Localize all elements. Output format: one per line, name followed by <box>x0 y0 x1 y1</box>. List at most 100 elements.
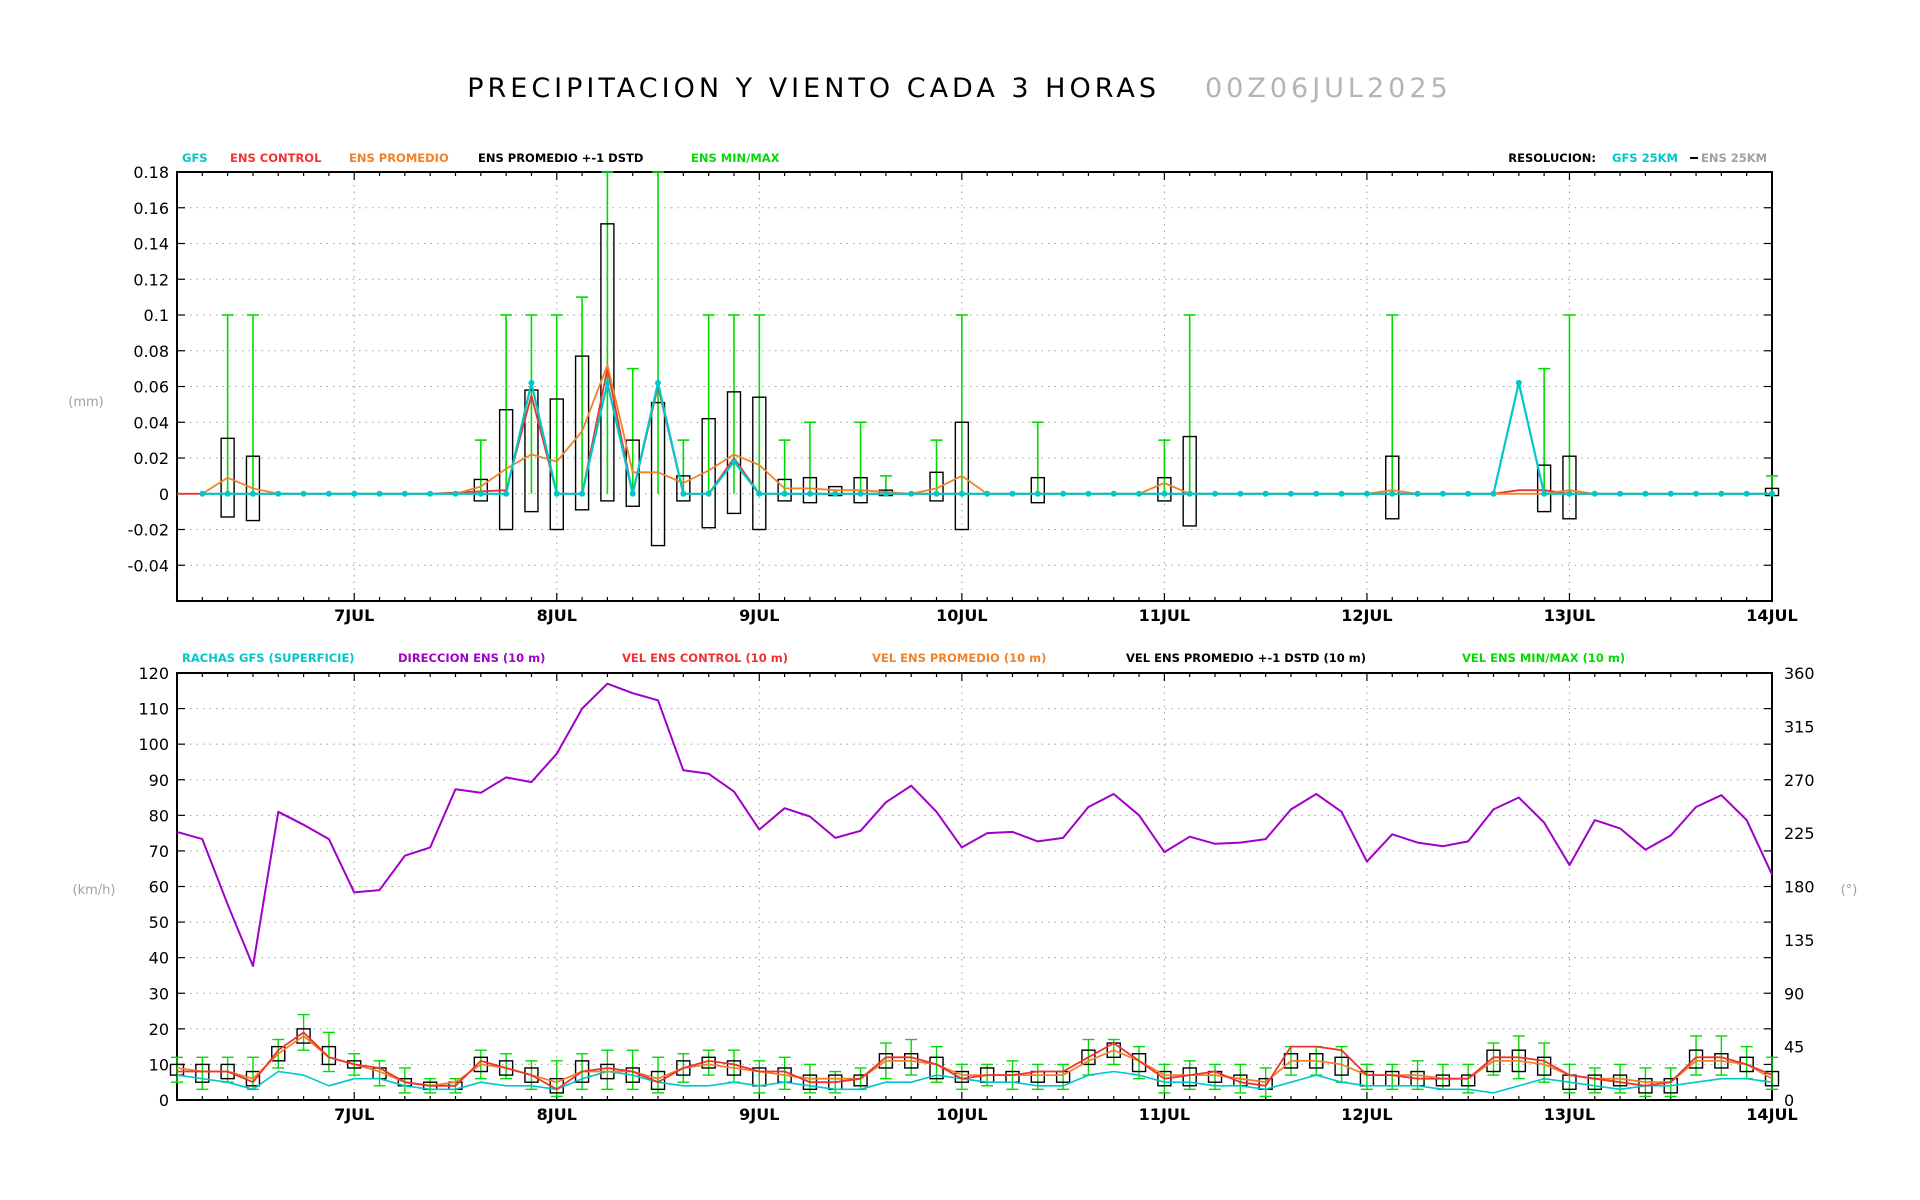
x-tick-label: 7JUL <box>334 1105 374 1124</box>
wind-dstd-box <box>1435 1074 1451 1087</box>
vel-control-line <box>177 1031 1773 1091</box>
gfs-point <box>1034 490 1041 497</box>
gfs-point <box>680 490 687 497</box>
gfs-point <box>1110 490 1117 497</box>
y-tick-label: 0.1 <box>144 306 169 325</box>
dstd-box <box>1157 476 1172 502</box>
y-tick-label: 40 <box>149 949 169 968</box>
gfs-point <box>1541 490 1548 497</box>
gfs-point <box>199 490 206 497</box>
y-tick-label: 0.06 <box>133 378 169 397</box>
y-tick-label: 0 <box>159 1091 169 1110</box>
legend-ens-promedio: ENS PROMEDIO <box>349 151 449 165</box>
y2-tick-label: 180 <box>1784 878 1815 897</box>
gfs-point <box>224 490 231 497</box>
plot-frame <box>176 672 1773 1101</box>
gfs-point <box>1009 490 1016 497</box>
gfs-point <box>579 490 586 497</box>
gfs-point <box>1642 490 1649 497</box>
wind-dstd-box <box>195 1063 210 1083</box>
dstd-box <box>245 455 261 522</box>
y-tick-label: 0.14 <box>133 235 169 254</box>
legend-rachas: RACHAS GFS (SUPERFICIE) <box>182 651 355 665</box>
legend-vel-promedio: VEL ENS PROMEDIO (10 m) <box>872 651 1046 665</box>
y-tick-label: 10 <box>149 1055 169 1074</box>
dstd-box <box>929 471 944 502</box>
gfs-point <box>1718 490 1725 497</box>
wind-dstd-box <box>1688 1049 1704 1069</box>
y-tick-label: 90 <box>149 771 169 790</box>
y2-tick-label: 0 <box>1784 1091 1794 1110</box>
y-tick-label: 20 <box>149 1020 169 1039</box>
gfs-point <box>503 490 510 497</box>
legend-ens-minmax: ENS MIN/MAX <box>691 151 780 165</box>
dstd-box <box>1182 435 1197 527</box>
gfs-point <box>1617 490 1624 497</box>
ens-control-line <box>177 367 1772 495</box>
gfs-point <box>325 490 332 497</box>
y-tick-label: 30 <box>149 984 169 1003</box>
wind-dstd-box <box>1460 1074 1476 1087</box>
gfs-point <box>655 379 662 386</box>
gfs-point <box>376 490 383 497</box>
gfs-point <box>1667 490 1674 497</box>
y-tick-label: 0 <box>159 485 169 504</box>
gfs-point <box>275 490 282 497</box>
gfs-point <box>1363 490 1370 497</box>
gfs-point <box>528 379 535 386</box>
gfs-point <box>806 490 813 497</box>
legend-res-gfs: GFS 25KM <box>1612 151 1678 165</box>
legend-vel-minmax: VEL ENS MIN/MAX (10 m) <box>1462 651 1625 665</box>
ens-promedio-line <box>201 364 1772 495</box>
gfs-point <box>1237 490 1244 497</box>
x-tick-label: 10JUL <box>936 606 987 625</box>
y-tick-label: 0.08 <box>133 342 169 361</box>
gfs-point <box>882 490 889 497</box>
x-tick-label: 9JUL <box>739 1105 779 1124</box>
gfs-point <box>477 490 484 497</box>
y-tick-label: -0.04 <box>128 556 169 575</box>
gfs-point <box>958 490 965 497</box>
y2-tick-label: 45 <box>1784 1038 1804 1057</box>
gfs-point <box>1287 490 1294 497</box>
precip-legend: GFS ENS CONTROL ENS PROMEDIO ENS PROMEDI… <box>182 151 1767 165</box>
wind-legend: RACHAS GFS (SUPERFICIE) DIRECCION ENS (1… <box>182 651 1625 665</box>
y2-tick-label: 225 <box>1784 824 1815 843</box>
gfs-point <box>1743 490 1750 497</box>
y-tick-label: 0.18 <box>133 163 169 182</box>
y-tick-label: 80 <box>149 806 169 825</box>
gfs-point <box>401 490 408 497</box>
legend-gfs: GFS <box>182 151 208 165</box>
wind-y2label: (°) <box>1841 883 1858 898</box>
dstd-box <box>1385 455 1400 520</box>
dstd-box <box>802 476 818 504</box>
gfs-point <box>553 490 560 497</box>
y-tick-label: 0.02 <box>133 449 169 468</box>
gfs-line <box>202 381 1772 495</box>
x-tick-label: 14JUL <box>1746 606 1797 625</box>
gfs-point <box>1490 490 1497 497</box>
gfs-point <box>781 490 788 497</box>
gfs-point <box>1515 379 1522 386</box>
x-tick-label: 8JUL <box>537 606 577 625</box>
dstd-box <box>600 223 615 502</box>
y-tick-label: 110 <box>138 700 169 719</box>
dstd-box <box>1536 464 1552 513</box>
legend-ens-dstd: ENS PROMEDIO +-1 DSTD <box>478 151 643 165</box>
rachas-gfs-line <box>176 1070 1773 1094</box>
gfs-point <box>249 490 256 497</box>
gfs-point <box>1439 490 1446 497</box>
legend-ens-control: ENS CONTROL <box>230 151 322 165</box>
gfs-point <box>908 490 915 497</box>
y-tick-label: 100 <box>138 735 169 754</box>
gfs-point <box>1262 490 1269 497</box>
legend-direccion: DIRECCION ENS (10 m) <box>398 651 545 665</box>
gfs-point <box>1693 490 1700 497</box>
dstd-box <box>726 391 742 515</box>
y-tick-label: 0.04 <box>133 413 169 432</box>
dstd-box <box>1562 455 1577 520</box>
gfs-point <box>1414 490 1421 497</box>
y-tick-label: 0.12 <box>133 270 169 289</box>
x-tick-label: 8JUL <box>537 1105 577 1124</box>
